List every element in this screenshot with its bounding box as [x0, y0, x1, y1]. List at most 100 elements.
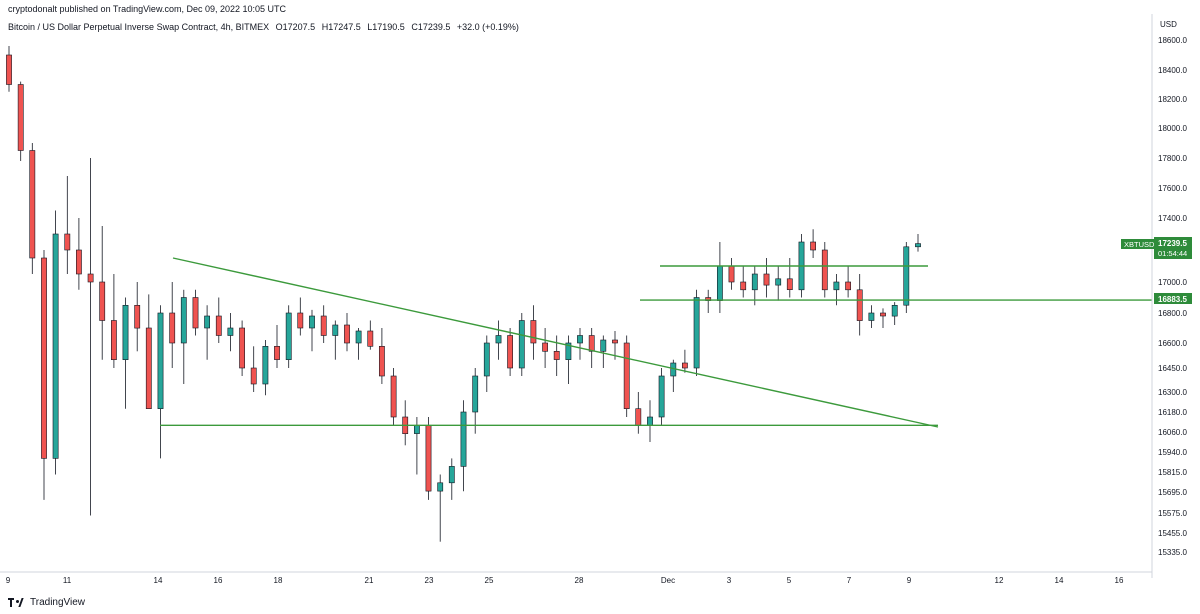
- candle-body: [448, 466, 455, 484]
- candle-body: [367, 330, 374, 347]
- candle-body: [180, 297, 187, 344]
- price-tick-label: 15815.0: [1158, 468, 1187, 477]
- time-tick-label: 28: [575, 576, 584, 585]
- candle-body: [693, 297, 700, 369]
- candle-body: [99, 281, 106, 321]
- price-tick-label: 17000.0: [1158, 278, 1187, 287]
- countdown-text: 01:54:44: [1158, 249, 1187, 258]
- candle-body: [320, 315, 327, 336]
- price-tick-label: 15455.0: [1158, 529, 1187, 538]
- candle-body: [355, 330, 362, 344]
- symbol-info: Bitcoin / US Dollar Perpetual Inverse Sw…: [8, 22, 523, 32]
- price-tick-label: 16060.0: [1158, 428, 1187, 437]
- time-axis[interactable]: 9 11 14 16 18 21 23 25 28 Dec 3 5 7 9 12 14 16: [6, 576, 1124, 585]
- close-value: C17239.5: [411, 22, 451, 32]
- candle-body: [250, 367, 257, 385]
- candle-body: [227, 327, 234, 336]
- currency-label: USD: [1160, 20, 1177, 29]
- candle-body: [157, 312, 164, 409]
- candle-body: [623, 342, 630, 409]
- tradingview-logo-icon: [8, 597, 26, 608]
- price-tick-label: 15695.0: [1158, 488, 1187, 497]
- candle-body: [530, 320, 537, 344]
- candle-body: [145, 327, 152, 409]
- open-value: O17207.5: [275, 22, 316, 32]
- level-price-tag: [1154, 293, 1192, 304]
- candle-body: [437, 482, 444, 492]
- candle-body: [903, 246, 910, 306]
- change-value: +32.0 (+0.19%): [456, 22, 519, 32]
- candle-body: [215, 315, 222, 336]
- candle-body: [915, 243, 921, 248]
- candle-body: [262, 345, 269, 385]
- candle-body: [17, 84, 24, 151]
- candle-body: [390, 375, 397, 418]
- price-tick-label: 15940.0: [1158, 448, 1187, 457]
- price-tick-label: 16600.0: [1158, 339, 1187, 348]
- symbol-tag-text: XBTUSD: [1124, 240, 1155, 249]
- candle-body: [821, 249, 828, 291]
- candle-body: [378, 345, 385, 377]
- price-tick-label: 18600.0: [1158, 36, 1187, 45]
- time-tick-label: 25: [485, 576, 494, 585]
- candle-body: [577, 335, 583, 344]
- candle-body: [6, 54, 12, 85]
- price-tick-label: 17400.0: [1158, 214, 1187, 223]
- candle-body: [111, 320, 117, 361]
- price-tick-label: 17800.0: [1158, 154, 1187, 163]
- drawings-layer: [160, 257, 1152, 428]
- candle-body: [845, 281, 851, 291]
- time-tick-label: 14: [154, 576, 163, 585]
- candle-body: [460, 411, 467, 467]
- candle-body: [786, 278, 793, 290]
- candle-body: [134, 304, 141, 329]
- candle-body: [285, 312, 292, 361]
- candle-body: [64, 233, 71, 251]
- candle-body: [204, 315, 210, 329]
- price-tick-label: 18000.0: [1158, 124, 1187, 133]
- price-tick-label: 15575.0: [1158, 509, 1187, 518]
- candle-body: [868, 312, 875, 321]
- candle-body: [507, 335, 513, 369]
- candle-body: [716, 265, 723, 301]
- candle-body: [856, 289, 863, 321]
- candle-body: [413, 424, 420, 434]
- time-tick-label: 7: [847, 576, 852, 585]
- candle-body: [274, 345, 280, 360]
- price-tick-label: 15335.0: [1158, 548, 1187, 557]
- time-tick-label: 12: [995, 576, 1004, 585]
- time-tick-label: 18: [274, 576, 283, 585]
- publisher-line: cryptodonalt published on TradingView.co…: [8, 4, 287, 14]
- candle-body: [833, 281, 840, 291]
- price-tick-label: 16300.0: [1158, 388, 1187, 397]
- low-value: L17190.5: [367, 22, 405, 32]
- time-tick-label: 21: [365, 576, 374, 585]
- time-tick-label: 9: [907, 576, 912, 585]
- time-tick-label: 16: [1115, 576, 1124, 585]
- price-tick-label: 16180.0: [1158, 408, 1187, 417]
- candle-body: [483, 342, 490, 377]
- candle-body: [542, 342, 548, 352]
- candle-body: [332, 324, 339, 336]
- price-tick-label: 16800.0: [1158, 309, 1187, 318]
- last-price-tag: [1154, 237, 1192, 259]
- time-tick-label: 16: [214, 576, 223, 585]
- candle-body: [658, 375, 665, 418]
- time-tick-label: 14: [1055, 576, 1064, 585]
- level-price-text: 16883.5: [1158, 295, 1187, 304]
- candle-body: [297, 312, 304, 329]
- candle-body: [344, 324, 350, 344]
- time-tick-label: 11: [63, 576, 72, 585]
- time-tick-label: Dec: [661, 576, 675, 585]
- descending-trendline: [172, 257, 939, 428]
- price-tick-label: 18400.0: [1158, 66, 1187, 75]
- candle-body: [425, 424, 432, 492]
- candle-body: [740, 281, 747, 291]
- candle-body: [76, 249, 82, 275]
- price-axis[interactable]: 18600.0 18400.0 18200.0 18000.0 17800.0 17600…: [1158, 36, 1187, 557]
- candle-body: [169, 312, 176, 344]
- last-price-text: 17239.5: [1158, 239, 1187, 248]
- symbol-tag: [1121, 239, 1154, 249]
- symbol-description: Bitcoin / US Dollar Perpetual Inverse Sw…: [8, 22, 270, 32]
